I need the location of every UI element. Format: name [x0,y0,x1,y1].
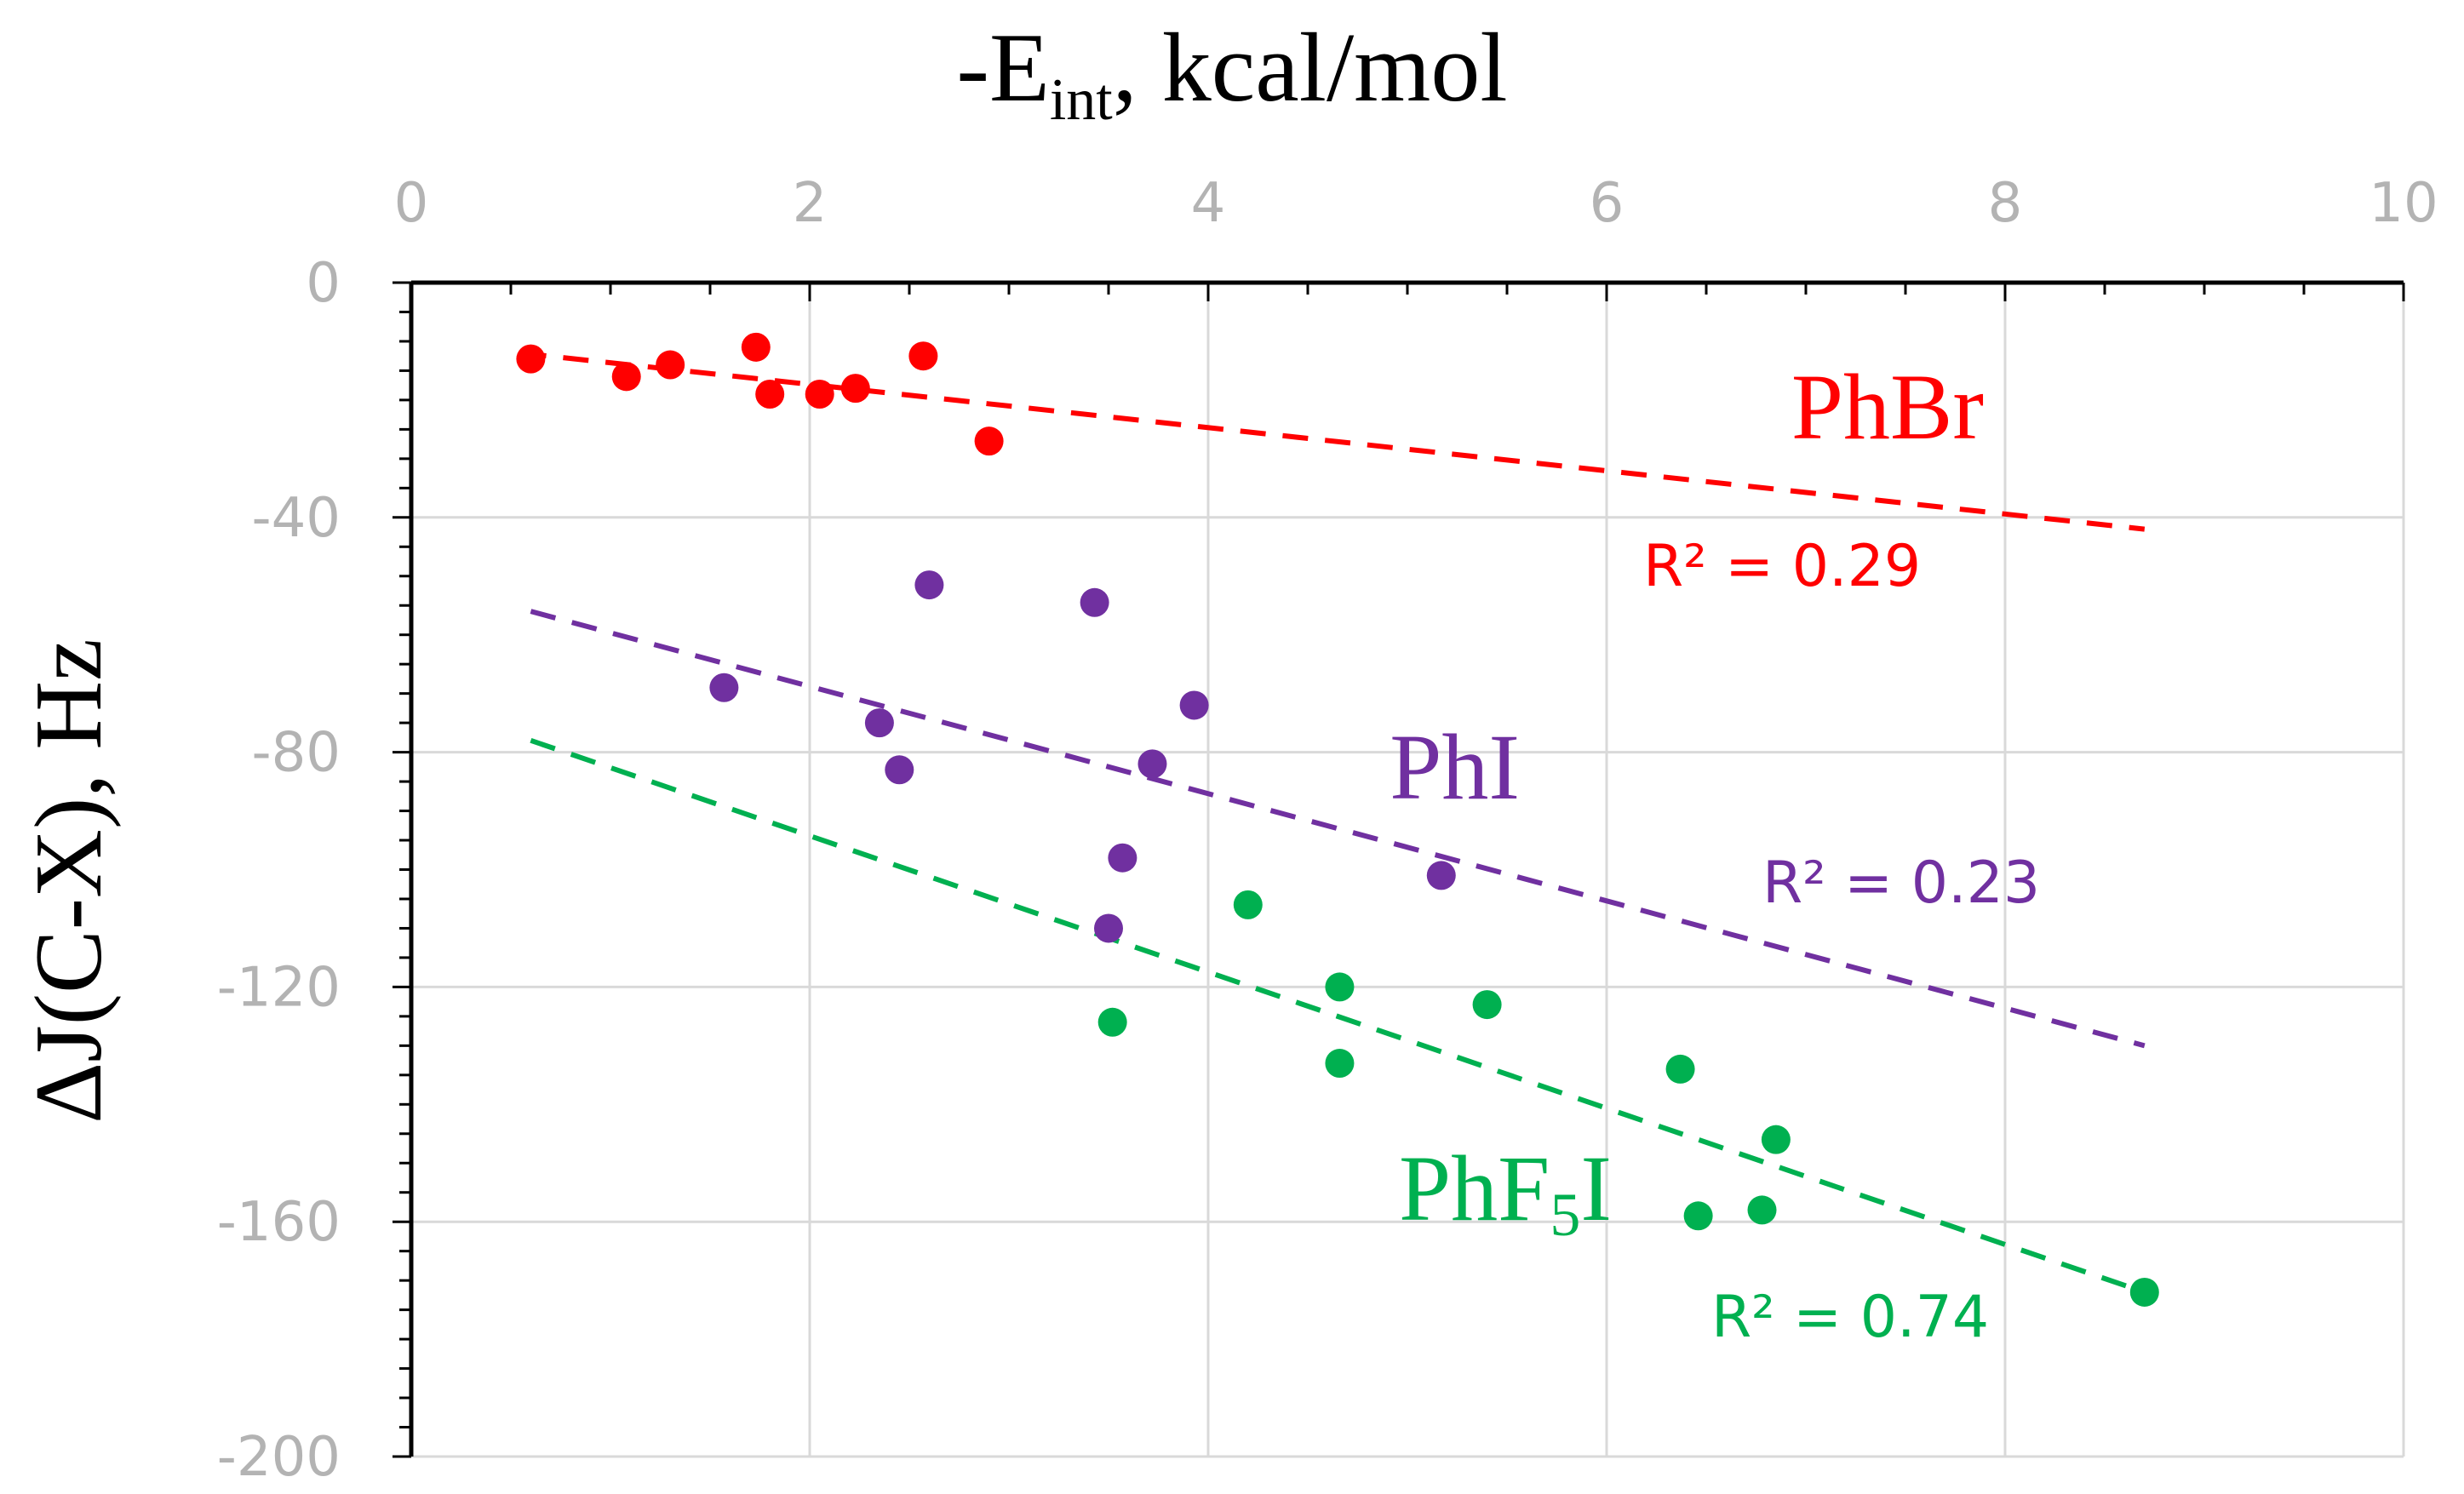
x-tick-label: 2 [793,172,828,235]
trendline-phf5i [530,737,2146,1295]
data-point-phf5i [1325,1049,1355,1079]
data-point-phbr [805,380,834,409]
y-tick-label: -40 [251,487,341,550]
data-point-phf5i [1747,1195,1777,1225]
data-point-phf5i [2129,1277,2159,1307]
data-point-phi [1094,913,1123,943]
data-point-phi [1137,749,1167,779]
series-labels: PhBr R² = 0.29 PhI R² = 0.23 PhF5I R² = 0.74 [1390,355,2040,1351]
x-tick-label: 4 [1191,172,1226,235]
data-point-phi [885,755,914,785]
x-tick-label: 10 [2369,172,2438,235]
y-axis-title: ΔJ(C-X), Hz [16,638,122,1124]
x-tick-label: 6 [1590,172,1625,235]
trendlines [520,350,2146,1295]
data-point-phbr [840,374,870,404]
x-tick-label: 0 [394,172,429,235]
series-label-phf5i: PhF5I [1399,1136,1612,1249]
data-point-phi [709,673,739,702]
data-point-phi [1080,587,1109,617]
data-point-phi [1108,843,1137,873]
x-axis-title: -Eint, kcal/mol [956,14,1507,133]
axes [393,280,2405,1458]
data-point-phf5i [1683,1201,1713,1231]
data-point-phbr [656,350,685,380]
tick-labels: 0 2 4 6 8 10 0 -40 -80 -120 -160 -200 [217,172,2438,1489]
r2-label-phi: R² = 0.23 [1762,850,2040,917]
data-point-phi [914,570,944,600]
data-point-phbr [741,332,771,362]
series-label-phbr: PhBr [1791,355,1984,459]
r2-label-phf5i: R² = 0.74 [1711,1284,1989,1351]
y-tick-label: -200 [217,1426,341,1489]
grid [411,283,2405,1458]
data-point-phf5i [1325,972,1355,1002]
y-tick-label: -80 [251,722,341,785]
y-tick-label: 0 [306,252,341,315]
data-point-phf5i [1233,890,1263,919]
data-point-phbr [908,341,938,371]
data-point-phi [864,708,894,738]
data-point-phf5i [1761,1125,1791,1154]
series-label-phi: PhI [1390,715,1520,819]
trendline-phbr [520,350,2146,532]
data-point-phi [1179,690,1209,720]
data-point-phbr [516,344,546,374]
y-tick-label: -160 [217,1191,341,1254]
data-point-phi [1426,861,1456,890]
data-point-phbr [755,380,785,409]
data-point-phf5i [1472,990,1502,1020]
data-point-phbr [611,362,641,392]
data-point-phf5i [1665,1054,1695,1084]
data-points [516,332,2159,1307]
trendline-phi [530,609,2146,1049]
r2-label-phbr: R² = 0.29 [1643,533,1921,600]
data-point-phbr [974,426,1004,456]
x-tick-label: 8 [1988,172,2023,235]
y-tick-label: -120 [217,956,341,1019]
data-point-phf5i [1097,1007,1127,1037]
